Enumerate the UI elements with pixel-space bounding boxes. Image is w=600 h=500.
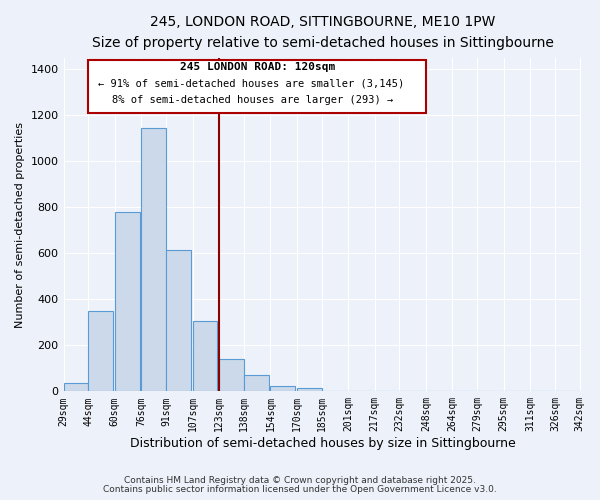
Bar <box>88 60 426 113</box>
Bar <box>142 128 166 392</box>
Bar <box>244 375 269 392</box>
Text: ← 91% of semi-detached houses are smaller (3,145): ← 91% of semi-detached houses are smalle… <box>98 78 404 88</box>
X-axis label: Distribution of semi-detached houses by size in Sittingbourne: Distribution of semi-detached houses by … <box>130 437 515 450</box>
Bar <box>88 311 113 392</box>
Bar <box>115 212 140 392</box>
Text: 245 LONDON ROAD: 120sqm: 245 LONDON ROAD: 120sqm <box>179 62 335 72</box>
Text: Contains public sector information licensed under the Open Government Licence v3: Contains public sector information licen… <box>103 485 497 494</box>
Bar <box>166 250 191 392</box>
Title: 245, LONDON ROAD, SITTINGBOURNE, ME10 1PW
Size of property relative to semi-deta: 245, LONDON ROAD, SITTINGBOURNE, ME10 1P… <box>92 15 553 50</box>
Bar <box>297 388 322 392</box>
Bar <box>193 321 217 392</box>
Text: Contains HM Land Registry data © Crown copyright and database right 2025.: Contains HM Land Registry data © Crown c… <box>124 476 476 485</box>
Text: 8% of semi-detached houses are larger (293) →: 8% of semi-detached houses are larger (2… <box>112 95 393 105</box>
Bar <box>64 384 88 392</box>
Bar <box>219 359 244 392</box>
Bar <box>271 386 295 392</box>
Y-axis label: Number of semi-detached properties: Number of semi-detached properties <box>15 122 25 328</box>
